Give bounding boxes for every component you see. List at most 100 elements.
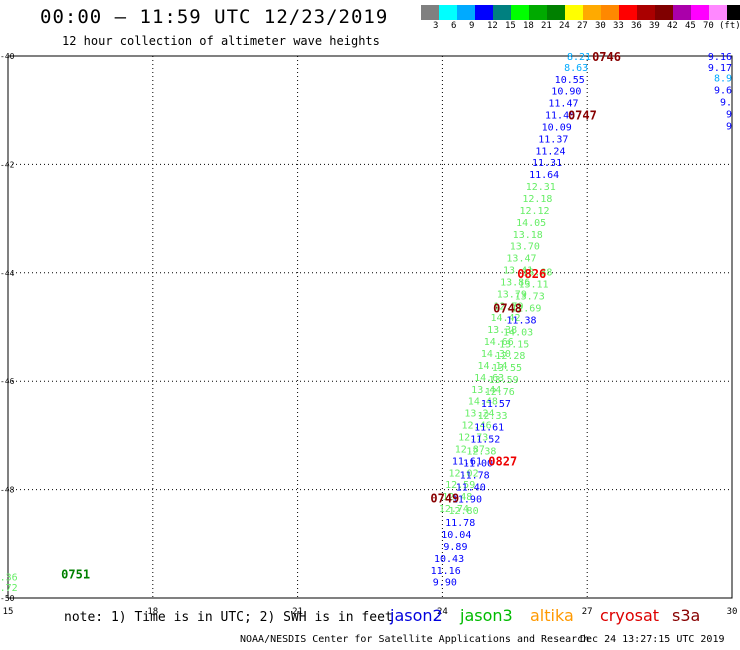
wave-height-label: 13.86 — [500, 277, 530, 288]
legend-label: 3 — [433, 21, 439, 31]
y-tick-label: -44 — [0, 269, 15, 278]
wave-height-label: 12.59 — [445, 480, 475, 491]
x-tick-label: 24 — [437, 607, 448, 617]
wave-height-label: 11.57 — [481, 399, 511, 410]
wave-height-label: 11.52 — [470, 435, 500, 446]
wave-height-label: 14.14 — [477, 361, 507, 372]
wave-height-label: 13.15 — [499, 339, 529, 350]
wave-height-label: 13.55 — [492, 363, 522, 374]
legend-label: (ft) — [719, 21, 740, 31]
wave-height-label: 14.72 — [0, 583, 18, 594]
wave-height-label: 11.40 — [456, 482, 486, 493]
wave-height-label: 13.73 — [515, 292, 545, 303]
x-tick-label: 15 — [3, 607, 14, 617]
legend-label: 9 — [469, 21, 475, 31]
x-tick-label: 27 — [582, 607, 593, 617]
satellite-jason3: jason3 — [460, 606, 513, 625]
wave-height-label: 9.17 — [708, 63, 732, 74]
chart-subtitle: 12 hour collection of altimeter wave hei… — [62, 34, 380, 48]
legend-label: 30 — [595, 21, 606, 31]
wave-height-label: 13.18 — [513, 230, 543, 241]
wave-height-label: 11.61 — [474, 423, 504, 434]
wave-height-label: 12.87 — [455, 444, 485, 455]
wave-height-label: 11.78 — [460, 470, 490, 481]
wave-height-label: 10.04 — [441, 530, 471, 541]
satellite-s3a: s3a — [672, 606, 701, 625]
wave-height-label: 11.90 — [452, 494, 482, 505]
legend-swatch — [691, 5, 709, 20]
legend-swatch — [709, 5, 727, 20]
time-label: 0747 — [568, 109, 597, 123]
wave-height-label: 13.70 — [510, 242, 540, 253]
legend-label: 18 — [523, 21, 534, 31]
legend-swatch — [565, 5, 583, 20]
wave-height-label: 14.42 — [490, 313, 520, 324]
wave-height-label: 13.41 — [503, 266, 533, 277]
wave-height-label: 11.38 — [506, 315, 536, 326]
wave-height-label: 13.47 — [506, 254, 536, 265]
wave-height-label: 11.45 — [545, 111, 575, 122]
wave-height-label: 10.90 — [551, 87, 581, 98]
legend-swatch — [475, 5, 493, 20]
wave-height-label: 11.24 — [535, 146, 565, 157]
wave-height-label: 11.64 — [529, 170, 559, 181]
wave-height-label: 8.21 — [567, 52, 591, 63]
wave-height-label: 13.24 — [464, 409, 494, 420]
legend-swatch — [529, 5, 547, 20]
wave-height-label: 13.79 — [497, 289, 527, 300]
legend-label: 6 — [451, 21, 457, 31]
wave-height-label: 14.48 — [468, 397, 498, 408]
chart-title: 00:00 – 11:59 UTC 12/23/2019 — [40, 6, 389, 28]
wave-height-label: 12.74 — [439, 504, 469, 515]
wave-height-label: 9 — [726, 109, 732, 120]
wave-height-label: 13.59 — [489, 375, 519, 386]
wave-height-label: 12.38 — [466, 447, 496, 458]
wave-height-label: 14.03 — [503, 327, 533, 338]
wave-height-label: 13.11 — [518, 280, 548, 291]
y-tick-label: -48 — [0, 486, 15, 495]
wave-height-label: 11.78 — [445, 518, 475, 529]
wave-height-label: 11.16 — [431, 566, 461, 577]
y-tick-label: -40 — [0, 52, 15, 61]
legend-swatch — [547, 5, 565, 20]
x-tick-label: 21 — [292, 607, 303, 617]
note-text: note: 1) Time is in UTC; 2) SWH is in fe… — [64, 610, 393, 625]
wave-height-label: 13.88 — [522, 268, 552, 279]
wave-height-label: 11.47 — [548, 99, 578, 110]
data-labels-group: 8.218.6310.5510.9011.4711.4510.0911.3711… — [0, 50, 732, 594]
wave-height-label: 12.28 — [495, 351, 525, 362]
legend-swatch — [583, 5, 601, 20]
legend-swatch — [421, 5, 439, 20]
satellite-altika: altika — [530, 606, 574, 625]
x-tick-label: 18 — [147, 607, 158, 617]
wave-height-label: 12.18 — [522, 194, 552, 205]
legend-swatch — [457, 5, 475, 20]
wave-height-label: 9.6 — [714, 86, 732, 97]
wave-height-label: 12.12 — [519, 206, 549, 217]
wave-height-label: 12.02 — [448, 468, 478, 479]
wave-height-label: 10.09 — [542, 122, 572, 133]
wave-height-label: 9.89 — [443, 542, 467, 553]
y-tick-label: -42 — [0, 160, 15, 169]
time-label: 0826 — [517, 267, 546, 281]
wave-height-label: 16.36 — [0, 572, 18, 583]
wave-height-label: 12.46 — [462, 421, 492, 432]
wave-height-label: 8.63 — [564, 63, 588, 74]
wave-height-label: 14.63 — [474, 373, 504, 384]
wave-height-label: 9.16 — [708, 52, 732, 63]
wave-height-label: 12.79 — [493, 301, 523, 312]
satellite-cryosat: cryosat — [600, 606, 660, 625]
time-label: 0751 — [61, 568, 90, 582]
satellite-jason2: jason2 — [390, 606, 443, 625]
legend-swatch — [493, 5, 511, 20]
wave-height-label: 8.9 — [714, 74, 732, 85]
legend-label: 36 — [631, 21, 642, 31]
wave-height-label: 11.37 — [538, 134, 568, 145]
plot-frame — [7, 55, 733, 599]
legend-label: 45 — [685, 21, 696, 31]
wave-height-label: 10.55 — [555, 75, 585, 86]
footer-credit: NOAA/NESDIS Center for Satellite Applica… — [240, 634, 590, 645]
time-label: 0749 — [430, 492, 459, 506]
legend-label: 24 — [559, 21, 570, 31]
